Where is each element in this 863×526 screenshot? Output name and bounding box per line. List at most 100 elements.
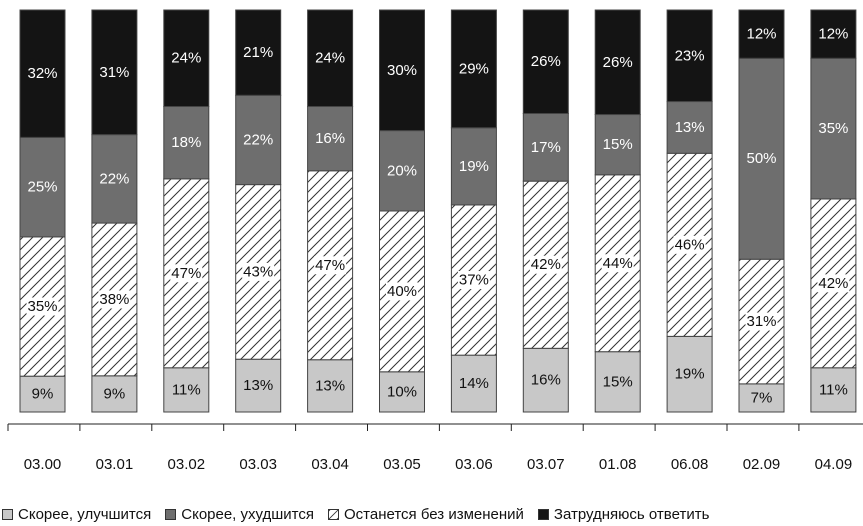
data-label-worsen-03.07: 17% xyxy=(531,139,561,156)
data-label-hard-to-say-03.04: 24% xyxy=(315,50,345,67)
data-label-unchanged-03.07: 42% xyxy=(531,256,561,273)
legend-item-worsen: Скорее, ухудшится xyxy=(165,506,314,523)
black-square-icon xyxy=(537,508,549,520)
data-label-hard-to-say-04.09: 12% xyxy=(818,26,848,43)
bar-segment-improve-01.08 xyxy=(594,351,641,413)
data-label-improve-03.04: 13% xyxy=(315,377,345,394)
legend: Скорее, улучшится Скорее, ухудшится Оста… xyxy=(0,503,863,525)
data-label-worsen-03.06: 19% xyxy=(459,158,489,175)
bar-segment-improve-03.05 xyxy=(379,371,425,413)
legend-label-worsen: Скорее, ухудшится xyxy=(181,505,315,523)
x-tick-label-03.07: 03.07 xyxy=(527,456,565,473)
data-label-hard-to-say-03.06: 29% xyxy=(459,60,489,77)
x-tick-label-03.02: 03.02 xyxy=(168,456,206,473)
bar-segment-improve-03.04 xyxy=(307,359,354,413)
data-label-worsen-06.08: 13% xyxy=(675,119,705,136)
data-label-hard-to-say-03.05: 30% xyxy=(387,62,417,79)
bar-segment-hard-to-say-03.01 xyxy=(91,9,138,136)
bar-segment-worsen-02.09 xyxy=(738,57,785,260)
data-label-improve-03.00: 9% xyxy=(32,386,54,403)
data-label-improve-03.06: 14% xyxy=(459,375,489,392)
bar-segment-worsen-03.05 xyxy=(379,130,425,212)
data-label-improve-02.09: 7% xyxy=(751,389,773,406)
bar-segment-worsen-01.08 xyxy=(594,114,641,176)
data-label-worsen-03.04: 16% xyxy=(315,130,345,147)
bar-segment-improve-03.06 xyxy=(450,354,497,413)
x-tick-label-01.08: 01.08 xyxy=(599,456,637,473)
data-label-improve-01.08: 15% xyxy=(603,373,633,390)
data-label-hard-to-say-03.07: 26% xyxy=(531,53,561,70)
bar-segment-hard-to-say-03.07 xyxy=(522,9,569,114)
hatched-square-icon xyxy=(328,508,340,520)
data-label-worsen-03.02: 18% xyxy=(171,134,201,151)
data-label-unchanged-01.08: 44% xyxy=(603,255,633,272)
data-label-unchanged-03.06: 37% xyxy=(459,272,489,289)
data-label-bg xyxy=(673,235,706,254)
bar-segment-hard-to-say-03.00 xyxy=(19,9,66,138)
data-label-bg xyxy=(529,255,562,274)
bar-segment-worsen-04.09 xyxy=(810,57,857,200)
legend-label-improve: Скорее, улучшится xyxy=(18,505,152,523)
bar-segment-worsen-03.04 xyxy=(307,105,354,172)
bars-layer: 9% 35% 25% 32% 9% 38% 22% 31% 11% 47% 18% 24% 13% 43%… xyxy=(19,9,857,413)
bar-segment-improve-04.09 xyxy=(810,367,857,413)
x-tick-label-06.08: 06.08 xyxy=(671,456,709,473)
bar-segment-hard-to-say-02.09 xyxy=(738,9,785,59)
data-label-unchanged-04.09: 42% xyxy=(818,275,848,292)
data-label-unchanged-03.04: 47% xyxy=(315,257,345,274)
bar-segment-improve-03.07 xyxy=(522,347,569,413)
data-label-bg xyxy=(457,271,490,290)
bar-segment-improve-03.03 xyxy=(235,358,282,413)
bar-segment-improve-03.00 xyxy=(19,375,66,413)
data-label-improve-06.08: 19% xyxy=(675,366,705,383)
bar-segment-worsen-03.06 xyxy=(450,127,497,206)
stacked-bar-chart: 9% 35% 25% 32% 9% 38% 22% 31% 11% 47% 18% 24% 13% 43%… xyxy=(7,9,863,473)
data-label-bg xyxy=(242,262,275,281)
data-label-improve-03.01: 9% xyxy=(104,385,126,402)
data-label-hard-to-say-03.00: 32% xyxy=(27,65,57,82)
data-label-unchanged-03.02: 47% xyxy=(171,265,201,282)
data-label-hard-to-say-03.02: 24% xyxy=(171,50,201,67)
data-label-bg xyxy=(817,274,850,293)
data-label-bg xyxy=(745,312,778,331)
data-label-improve-03.07: 16% xyxy=(531,372,561,389)
light-gray-square-icon xyxy=(2,508,13,520)
bar-segment-improve-02.09 xyxy=(738,383,785,413)
bar-segment-hard-to-say-01.08 xyxy=(594,9,641,116)
data-label-bg xyxy=(26,297,59,316)
data-label-bg xyxy=(314,256,347,275)
data-label-worsen-03.01: 22% xyxy=(99,170,129,187)
data-label-improve-03.03: 13% xyxy=(243,377,273,394)
x-tick-label-03.05: 03.05 xyxy=(383,456,421,473)
bar-segment-improve-06.08 xyxy=(666,335,713,413)
legend-item-unchanged: Останется без изменений xyxy=(328,506,524,523)
x-tick-label-03.03: 03.03 xyxy=(239,456,277,473)
bar-segment-worsen-03.00 xyxy=(19,136,66,238)
legend-label-hard-to-say: Затрудняюсь ответить xyxy=(553,505,710,523)
data-label-worsen-03.00: 25% xyxy=(27,179,57,196)
legend-label-unchanged: Останется без изменений xyxy=(344,505,524,523)
x-tick-label-04.09: 04.09 xyxy=(815,456,853,473)
legend-item-improve: Скорее, улучшится xyxy=(2,506,151,523)
x-axis: 03.00 03.01 03.02 03.03 03.04 03.05 03.06 03.07… xyxy=(7,423,863,473)
data-label-bg xyxy=(386,282,418,301)
bar-segment-hard-to-say-03.05 xyxy=(379,9,425,132)
data-label-hard-to-say-02.09: 12% xyxy=(746,26,776,43)
x-tick-label-02.09: 02.09 xyxy=(743,456,781,473)
data-label-worsen-04.09: 35% xyxy=(818,120,848,137)
legend-item-hard-to-say: Затрудняюсь ответить xyxy=(537,505,710,523)
data-label-improve-04.09: 11% xyxy=(819,381,848,398)
data-label-hard-to-say-06.08: 23% xyxy=(675,47,705,64)
bar-segment-worsen-06.08 xyxy=(666,101,713,154)
bar-segment-hard-to-say-04.09 xyxy=(810,9,857,59)
x-tick-label-03.00: 03.00 xyxy=(24,456,62,473)
bar-segment-improve-03.02 xyxy=(163,367,210,413)
data-label-bg xyxy=(98,290,131,309)
data-label-unchanged-03.01: 38% xyxy=(99,291,129,308)
bar-segment-worsen-03.01 xyxy=(91,134,138,224)
data-label-improve-03.05: 10% xyxy=(387,383,417,400)
data-label-bg xyxy=(170,264,203,283)
data-label-worsen-02.09: 50% xyxy=(746,150,776,167)
data-label-unchanged-03.03: 43% xyxy=(243,263,273,280)
data-label-hard-to-say-01.08: 26% xyxy=(603,54,633,71)
